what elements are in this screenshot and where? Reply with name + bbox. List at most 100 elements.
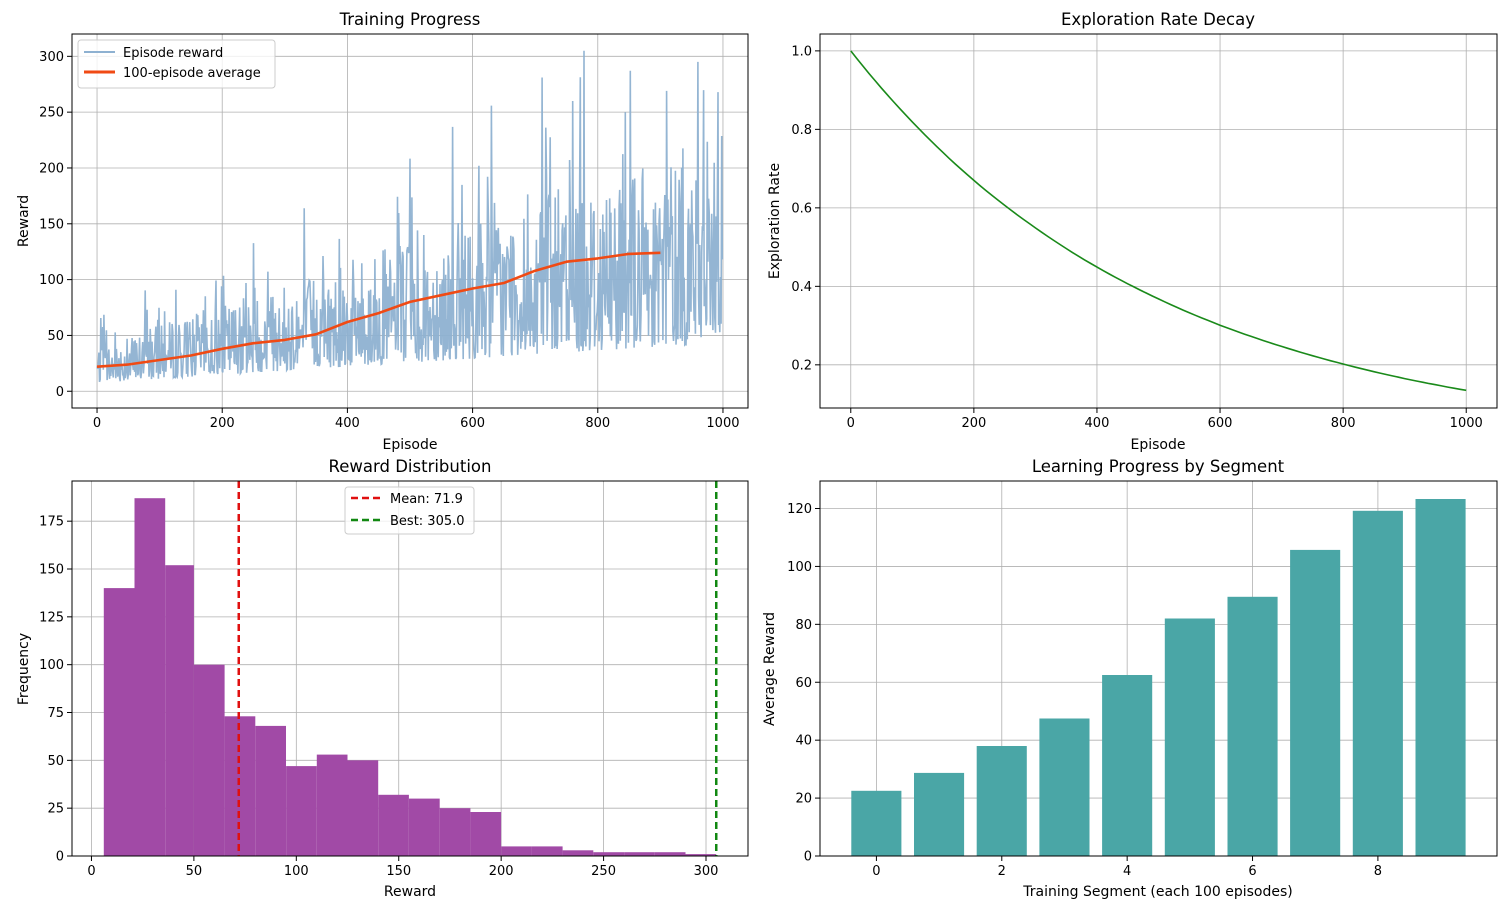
reward-distribution-ytick-label: 100 — [39, 658, 64, 673]
exploration-rate-xtick-label: 200 — [961, 416, 986, 431]
exploration-rate-line — [850, 50, 1467, 392]
reward-distribution-ytick-label: 175 — [39, 515, 64, 530]
segment-bar — [1102, 675, 1153, 856]
training-progress-xtick-label: 400 — [335, 416, 360, 431]
histogram-bar — [654, 852, 686, 856]
legend-label-mean: Mean: 71.9 — [390, 492, 463, 507]
segment-bar — [1290, 549, 1341, 856]
learning-progress-xtick-label: 4 — [1123, 864, 1131, 879]
learning-progress-ytick-label: 0 — [804, 850, 812, 865]
reward-distribution-ytick-label: 150 — [39, 563, 64, 578]
episode-reward-line — [96, 50, 724, 383]
reward-distribution-xtick-label: 200 — [489, 864, 514, 879]
training-progress-title: Training Progress — [339, 10, 481, 29]
histogram-bar — [439, 808, 471, 856]
reward-distribution-axes-frame — [71, 480, 749, 857]
reward-distribution-ytick-label: 75 — [47, 706, 64, 721]
training-progress-panel: Training Progress Episode Reward 0 200 400… — [16, 10, 749, 453]
learning-progress-bars — [851, 499, 1466, 856]
training-progress-ticks: 0 200 400 600 800 1000 0 50 100 150 200 250 300 — [39, 50, 739, 431]
training-progress-series — [96, 50, 724, 383]
learning-progress-axes-frame — [819, 480, 1498, 857]
histogram-bar — [134, 498, 166, 856]
exploration-rate-ticks: 0 200 400 600 800 1000 0.2 0.4 0.6 0.8 1.0 — [791, 44, 1482, 431]
reward-distribution-ytick-label: 0 — [56, 850, 64, 865]
histogram-bar — [562, 850, 594, 856]
reward-distribution-ytick-label: 25 — [47, 802, 64, 817]
learning-progress-ytick-label: 60 — [795, 676, 812, 691]
learning-progress-ytick-label: 100 — [787, 560, 812, 575]
exploration-rate-ytick-label: 0.4 — [791, 280, 812, 295]
reward-distribution-title: Reward Distribution — [329, 457, 492, 476]
histogram-bar — [470, 812, 502, 856]
reward-distribution-xtick-label: 250 — [591, 864, 616, 879]
segment-bar — [1227, 596, 1278, 856]
segment-bar — [851, 790, 902, 856]
training-progress-ytick-label: 100 — [39, 273, 64, 288]
exploration-rate-ytick-label: 0.8 — [791, 123, 812, 138]
learning-progress-ylabel: Average Reward — [762, 612, 778, 726]
learning-progress-xlabel: Training Segment (each 100 episodes) — [1022, 884, 1293, 900]
exploration-rate-ytick-label: 0.2 — [791, 358, 812, 373]
histogram-bar — [165, 565, 194, 856]
learning-progress-xtick-label: 6 — [1248, 864, 1256, 879]
exploration-rate-axes-frame — [819, 33, 1498, 409]
training-progress-xtick-label: 1000 — [706, 416, 739, 431]
exploration-rate-xtick-label: 600 — [1208, 416, 1233, 431]
learning-progress-ytick-label: 80 — [795, 618, 812, 633]
histogram-bar — [316, 754, 348, 856]
exploration-rate-title: Exploration Rate Decay — [1061, 10, 1255, 29]
histogram-bar — [624, 852, 655, 856]
legend-label-average: 100-episode average — [123, 66, 261, 81]
training-progress-ytick-label: 0 — [56, 385, 64, 400]
legend-label-episode-reward: Episode reward — [123, 46, 223, 61]
training-progress-xlabel: Episode — [383, 437, 438, 453]
exploration-rate-ytick-label: 1.0 — [791, 44, 812, 59]
segment-bar — [976, 746, 1027, 856]
exploration-rate-ylabel: Exploration Rate — [767, 163, 783, 279]
training-progress-ytick-label: 50 — [47, 329, 64, 344]
training-progress-ytick-label: 250 — [39, 106, 64, 121]
segment-bar — [914, 772, 965, 856]
reward-distribution-xtick-label: 150 — [386, 864, 411, 879]
learning-progress-title: Learning Progress by Segment — [1032, 457, 1285, 476]
learning-progress-ytick-label: 120 — [787, 502, 812, 517]
training-progress-xtick-label: 200 — [210, 416, 235, 431]
reward-distribution-xtick-label: 50 — [186, 864, 203, 879]
segment-bar — [1415, 499, 1466, 856]
histogram-bar — [378, 794, 409, 856]
reward-distribution-ticks: 0 50 100 150 200 250 300 0 25 50 75 100 125 150 175 — [39, 515, 718, 879]
training-progress-ytick-label: 200 — [39, 161, 64, 176]
histogram-bar — [103, 588, 135, 856]
learning-progress-xtick-label: 0 — [872, 864, 880, 879]
training-progress-ytick-label: 300 — [39, 50, 64, 65]
reward-distribution-ytick-label: 125 — [39, 610, 64, 625]
learning-progress-xtick-label: 8 — [1374, 864, 1382, 879]
learning-progress-panel: Learning Progress by Segment Training Se… — [762, 457, 1498, 900]
reward-distribution-ylabel: Frequency — [16, 633, 32, 705]
training-progress-legend: Episode reward 100-episode average — [77, 39, 276, 89]
histogram-bar — [286, 766, 317, 856]
exploration-rate-panel: Exploration Rate Decay Episode Explorati… — [767, 10, 1498, 453]
histogram-bar — [501, 846, 532, 856]
reward-distribution-panel: Reward Distribution Reward Frequency 0 50… — [16, 457, 749, 900]
segment-bar — [1352, 510, 1403, 856]
exploration-rate-xtick-label: 800 — [1331, 416, 1356, 431]
reward-distribution-xlabel: Reward — [384, 884, 436, 900]
training-progress-ytick-label: 150 — [39, 217, 64, 232]
training-progress-axes-frame — [71, 33, 749, 409]
reward-distribution-bars — [103, 481, 718, 856]
histogram-bar — [685, 854, 717, 856]
learning-progress-ytick-label: 20 — [795, 792, 812, 807]
legend-box — [77, 39, 276, 89]
reward-distribution-xtick-label: 100 — [284, 864, 309, 879]
legend-label-best: Best: 305.0 — [390, 514, 465, 529]
histogram-bar — [531, 846, 563, 856]
exploration-rate-grid — [820, 34, 1497, 408]
exploration-rate-xlabel: Episode — [1131, 437, 1186, 453]
histogram-bar — [255, 725, 286, 856]
learning-progress-ytick-label: 40 — [795, 734, 812, 749]
reward-distribution-ytick-label: 50 — [47, 754, 64, 769]
